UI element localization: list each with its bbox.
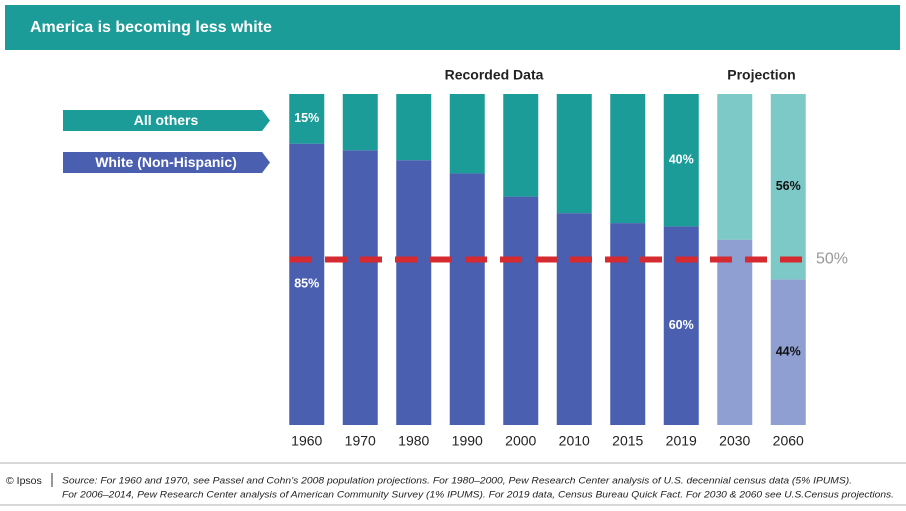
section-label: Projection: [727, 67, 795, 83]
title-bar: [5, 5, 900, 50]
x-tick-label: 2000: [505, 433, 536, 449]
bar-segment: [289, 143, 325, 425]
legend-swatch: [63, 152, 270, 173]
x-tick-label: 1960: [291, 433, 322, 449]
legend-swatch: [63, 110, 270, 131]
x-tick-label: 2019: [666, 433, 697, 449]
credit: © Ipsos: [6, 475, 42, 487]
section-label: Recorded Data: [445, 67, 544, 83]
x-tick-label: 1980: [398, 433, 429, 449]
x-tick-label: 1990: [452, 433, 483, 449]
x-tick-label: 2030: [719, 433, 750, 449]
value-label: 15%: [294, 111, 319, 125]
value-label: 56%: [776, 179, 801, 193]
chart-title: America is becoming less white: [30, 19, 272, 36]
x-tick-label: 1970: [345, 433, 376, 449]
bar-segment: [663, 94, 699, 227]
bar-segment: [556, 94, 592, 214]
x-tick-label: 2060: [773, 433, 804, 449]
x-tick-label: 2010: [559, 433, 590, 449]
value-label: 44%: [776, 344, 801, 358]
value-label: 85%: [294, 277, 319, 291]
source: For 2006–2014, Pew Research Center analy…: [62, 489, 894, 499]
bar-segment: [342, 150, 378, 425]
value-label: 40%: [669, 152, 694, 166]
bar-segment: [503, 94, 539, 197]
bar-segment: [449, 173, 485, 425]
bar-segment: [770, 279, 806, 425]
bar-segment: [449, 94, 485, 174]
bar-segment: [503, 196, 539, 425]
bar-segment: [717, 94, 753, 240]
source: Source: For 1960 and 1970, see Passel an…: [62, 475, 852, 485]
bar-segment: [396, 94, 432, 161]
bar-segment: [610, 223, 646, 425]
bar-segment: [289, 94, 325, 144]
bar-segment: [556, 213, 592, 425]
x-tick-label: 2015: [612, 433, 643, 449]
bar-segment: [610, 94, 646, 224]
reference-label: 50%: [816, 251, 848, 268]
bar-segment: [342, 94, 378, 151]
bar-segment: [396, 160, 432, 425]
legend-label: White (Non-Hispanic): [95, 154, 237, 170]
legend-label: All others: [134, 112, 199, 128]
bar-segment: [770, 94, 806, 280]
value-label: 60%: [669, 318, 694, 332]
bar-segment: [717, 239, 753, 425]
